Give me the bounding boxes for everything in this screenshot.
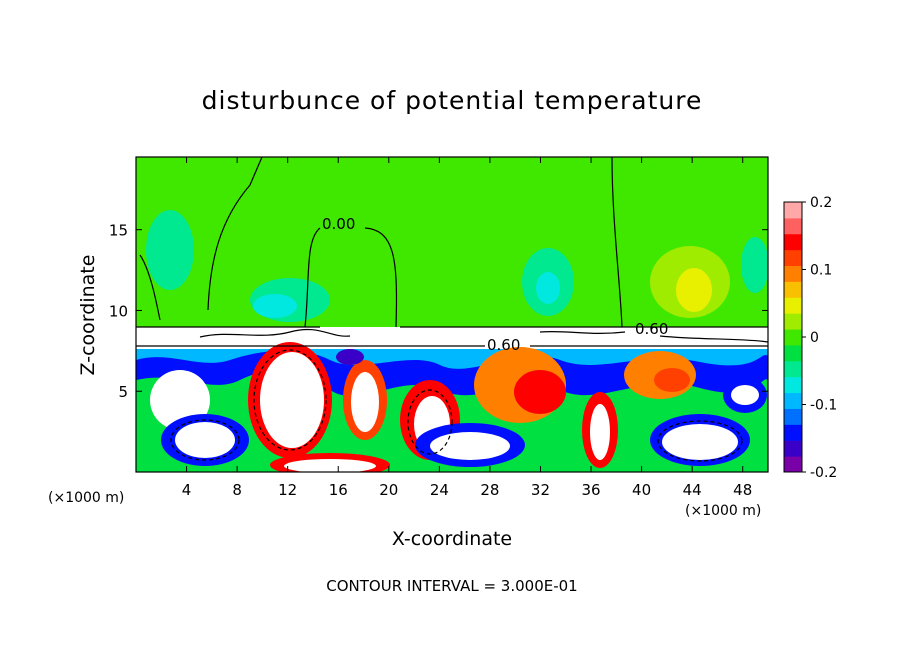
contour-line [207,157,263,311]
contour-line [407,389,453,455]
colorbar-swatch [784,202,802,219]
contour-line [539,331,626,334]
x-tick-label: 16 [329,481,348,499]
field-blob [662,424,738,460]
field-blob [514,370,566,414]
colorbar-label: 0 [810,330,819,346]
x-tick-label: 32 [531,481,550,499]
plot-frame [135,156,769,473]
colorbar-swatch [784,392,802,409]
y-axis-label: Z-coordinate [77,254,99,376]
colorbar-label: 0.2 [810,195,832,211]
field-blob [654,368,690,392]
colorbar-swatch [784,344,802,362]
colorbar-swatch [784,265,802,282]
x-unit-right: (×1000 m) [685,503,762,519]
contour-line [657,420,743,462]
colorbar-swatch [784,233,802,251]
contour-label: 0.60 [635,320,668,338]
chart-title: disturbunce of potential temperature [201,86,703,115]
y-tick-label: 10 [109,302,128,320]
y-axis: 5 10 15 [109,222,768,401]
x-unit-left: (×1000 m) [48,490,125,506]
field-blob [260,352,324,448]
colorbar-label: 0.1 [810,263,832,279]
colorbar-swatch [784,440,802,457]
contour-line [659,335,768,343]
contour-lines [136,157,768,462]
x-tick-label: 20 [379,481,398,499]
x-tick-label: 28 [480,481,499,499]
colorbar-swatch [784,297,802,314]
contour-line [364,227,398,328]
x-tick-label: 8 [232,481,242,499]
field-blob [590,404,610,460]
x-axis: 4 8 12 16 20 24 28 32 36 40 44 48 [182,157,752,499]
field-blob [731,385,759,405]
colorbar-label: -0.2 [810,465,837,481]
field-blob [253,294,297,318]
colorbar-swatch [784,376,802,394]
x-tick-label: 44 [683,481,702,499]
contour-label: 0.60 [487,336,520,354]
contour-line [611,157,623,328]
field-blob [676,268,712,312]
contour-line [253,349,327,451]
field-blob [536,272,560,304]
colorbar-swatch [784,313,802,330]
colorbar-label: -0.1 [810,398,837,414]
y-tick-label: 15 [109,222,128,240]
colorbar-swatch [784,217,802,235]
field-blob [175,422,235,458]
colorbar-swatch [784,329,802,346]
colorbar-swatch [784,249,802,267]
contour-line [139,254,161,321]
contour-line [170,419,240,461]
field-layer [136,157,768,472]
x-tick-label: 4 [182,481,192,499]
field-blob [146,210,194,290]
x-tick-label: 48 [733,481,752,499]
field-blob [430,432,510,460]
colorbar-swatch [784,281,802,298]
x-axis-label: X-coordinate [391,528,513,550]
y-tick-label: 5 [118,383,128,401]
field-blob [284,459,376,472]
x-tick-label: 24 [430,481,449,499]
colorbar-swatch [784,424,802,441]
contour-interval-note: CONTOUR INTERVAL = 3.000E-01 [326,577,578,595]
colorbar: 0.2 0.1 0 -0.1 -0.2 [783,195,837,481]
contour-label: 0.00 [322,215,355,233]
field-blob [351,372,379,432]
x-tick-label: 12 [278,481,297,499]
colorbar-swatch [784,408,802,425]
colorbar-swatch [784,456,802,473]
contour-line [304,227,321,328]
field-blob [741,237,768,293]
contour-line [199,328,351,338]
colorbar-swatch [784,360,802,378]
x-tick-label: 40 [632,481,651,499]
field-blob [336,349,364,365]
x-tick-label: 36 [581,481,600,499]
